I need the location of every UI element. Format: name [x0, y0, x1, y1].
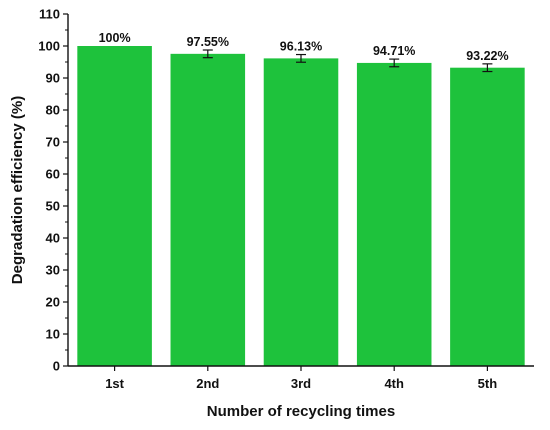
error-bar-4th [389, 58, 400, 68]
error-bar-2nd [202, 49, 213, 59]
data-label-5th: 93.22% [466, 49, 508, 63]
bar-4th [356, 62, 432, 366]
x-axis-title: Number of recycling times [207, 403, 395, 420]
y-tick-label-70: 70 [46, 135, 60, 150]
x-tick-label-2nd: 2nd [196, 376, 219, 391]
x-tick-label-5th: 5th [478, 376, 498, 391]
error-bar-5th [482, 63, 493, 73]
data-label-1st: 100% [99, 31, 131, 45]
y-tick-label-10: 10 [46, 327, 60, 342]
y-tick-label-60: 60 [46, 167, 60, 182]
y-tick-label-80: 80 [46, 103, 60, 118]
y-tick-label-20: 20 [46, 295, 60, 310]
bar-2nd [170, 53, 246, 367]
x-tick-label-1st: 1st [105, 376, 124, 391]
bar-1st [77, 46, 152, 366]
y-tick-label-50: 50 [46, 199, 60, 214]
x-tick-label-3rd: 3rd [291, 376, 311, 391]
y-tick-label-110: 110 [39, 7, 60, 22]
y-tick-label-90: 90 [46, 71, 60, 86]
x-tick-label-4th: 4th [384, 376, 404, 391]
y-tick-label-30: 30 [46, 263, 60, 278]
x-ticks-group: 1st 2nd 3rd 4th 5th [105, 366, 497, 391]
data-labels-group: 100% 97.55% 96.13% 94.71% 93.22% [99, 31, 509, 63]
bars-group [77, 46, 525, 367]
data-label-3rd: 96.13% [280, 40, 322, 54]
error-bars-group [202, 49, 493, 73]
y-axis-title: Degradation efficiency (%) [9, 96, 26, 284]
y-tick-label-40: 40 [46, 231, 60, 246]
y-tick-label-100: 100 [38, 39, 60, 54]
data-label-4th: 94.71% [373, 44, 415, 58]
error-bar-3rd [296, 53, 306, 63]
bar-3rd [263, 58, 339, 366]
data-label-2nd: 97.55% [187, 35, 229, 49]
bar-5th [450, 67, 525, 367]
y-ticks-group: 0 10 20 30 40 50 60 70 80 90 100 110 [38, 7, 68, 374]
y-tick-label-0: 0 [53, 359, 60, 374]
